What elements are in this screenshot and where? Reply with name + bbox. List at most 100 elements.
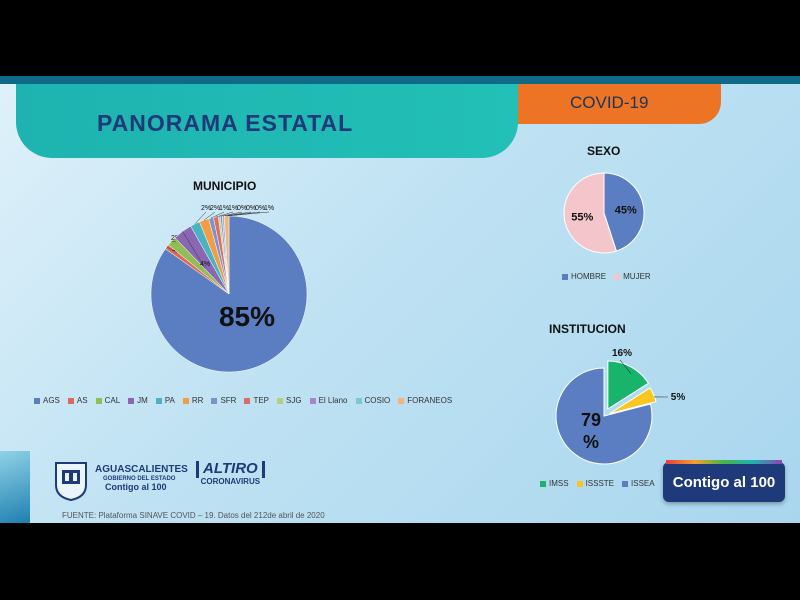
legend-item-tep: TEP — [244, 396, 269, 405]
legend-label: AGS — [43, 396, 60, 405]
institucion-label-imss: 16% — [612, 348, 632, 359]
municipio-label-tep: 1% — [228, 205, 238, 212]
municipio-leader-line-11 — [226, 211, 270, 217]
legend-swatch — [398, 397, 405, 404]
legend-label: MUJER — [623, 272, 651, 281]
legend-swatch — [309, 397, 316, 404]
sexo-chart-title: SEXO — [587, 144, 621, 158]
legend-swatch — [95, 397, 102, 404]
institucion-chart-title: INSTITUCION — [549, 322, 626, 336]
institucion-legend: IMSS ISSSTE ISSEA — [540, 479, 663, 488]
municipio-label-jm: 4% — [200, 261, 210, 268]
legend-swatch — [67, 397, 74, 404]
municipio-leader-line-1 — [166, 246, 178, 254]
sexo-label-hombre: 45% — [615, 205, 637, 217]
legend-label: ISSEA — [631, 479, 655, 488]
institucion-leader-line-0 — [619, 359, 632, 375]
municipio-label-rr: 2% — [210, 205, 220, 212]
municipio-label-foraneos: 1% — [264, 205, 274, 212]
contigo-badge: Contigo al 100 — [663, 462, 785, 502]
institucion-slice-imss — [607, 360, 650, 410]
municipio-leader-line-8 — [219, 211, 243, 217]
municipio-pie: 85%1%2%4%2%2%1%1%0%0%0%1% — [150, 205, 308, 373]
municipio-leader-line-10 — [223, 211, 261, 217]
campaign-title: ALTIRO — [196, 460, 265, 478]
charts-canvas: 85%1%2%4%2%2%1%1%0%0%0%1%45%55%16%5%79% — [150, 172, 686, 465]
legend-label: CAL — [104, 396, 121, 405]
legend-swatch — [562, 273, 568, 280]
page-title: PANORAMA ESTATAL — [97, 110, 354, 136]
legend-item-foraneos: FORANEOS — [398, 396, 452, 405]
legend-swatch — [277, 397, 284, 404]
legend-label: SFR — [220, 396, 237, 405]
org-block: AGUASCALIENTES GOBIERNO DEL ESTADO Conti… — [95, 464, 188, 493]
municipio-label-ags: 85% — [219, 301, 275, 332]
legend-swatch — [622, 480, 629, 487]
legend-item-pa: PA — [155, 396, 175, 405]
legend-item-sfr: SFR — [211, 396, 236, 405]
legend-label: JM — [137, 396, 148, 405]
campaign-subtitle: CORONAVIRUS — [200, 476, 261, 486]
legend-swatch — [244, 397, 251, 404]
legend-label: El Llano — [318, 396, 348, 405]
legend-label: AS — [76, 396, 88, 405]
org-slogan: Contigo al 100 — [105, 482, 167, 493]
org-subtitle: GOBIERNO DEL ESTADO — [103, 475, 176, 482]
institucion-slice-issea — [555, 367, 653, 465]
municipio-leader-line-6 — [210, 211, 225, 219]
legend-label: SJG — [286, 396, 302, 405]
legend-label: IMSS — [549, 479, 569, 488]
top-line — [0, 76, 800, 84]
title-band — [16, 84, 518, 158]
sexo-label-mujer: 55% — [571, 211, 593, 223]
legend-item-imss: IMSS — [540, 479, 569, 488]
institucion-label-issste: 5% — [671, 392, 686, 403]
campaign-logo: ALTIRO CORONAVIRUS — [196, 460, 265, 486]
legend-item-rr: RR — [182, 396, 204, 405]
legend-label: RR — [191, 396, 204, 405]
legend-label: FORANEOS — [407, 396, 453, 405]
legend-swatch — [355, 397, 362, 404]
state-logo — [52, 459, 90, 506]
legend-swatch — [34, 397, 40, 404]
institucion-pie: 16% 5% 79% — [555, 348, 686, 465]
municipio-label-el-llano: 0% — [246, 205, 256, 212]
legend-item-ags: AGS — [34, 396, 60, 405]
institucion-label-issea-pct: % — [583, 432, 599, 452]
municipio-label-sjg: 0% — [237, 205, 247, 212]
slide: COVID-19 PANORAMA ESTATAL MUNICIPIO SEXO… — [0, 76, 800, 523]
municipio-label-pa: 2% — [201, 205, 211, 212]
legend-item-mujer: MUJER — [614, 272, 651, 281]
legend-swatch — [211, 397, 218, 404]
municipio-leader-line-4 — [194, 211, 207, 224]
org-name: AGUASCALIENTES — [95, 464, 188, 475]
legend-swatch — [540, 480, 546, 487]
legend-swatch — [128, 397, 135, 404]
legend-swatch — [182, 397, 189, 404]
badge-stripe — [666, 460, 782, 464]
municipio-leader-line-3 — [182, 231, 206, 269]
legend-item-cosio: COSIO — [355, 396, 391, 405]
institucion-slice-issste — [609, 387, 657, 415]
sexo-slice-mujer — [563, 172, 617, 254]
legend-item-cal: CAL — [95, 396, 121, 405]
legend-label: ISSSTE — [585, 479, 615, 488]
legend-item-sjg: SJG — [277, 396, 302, 405]
tag-label: COVID-19 — [570, 93, 649, 112]
legend-item-el-llano: El Llano — [309, 396, 348, 405]
legend-swatch — [155, 397, 162, 404]
legend-label: HOMBRE — [571, 272, 607, 281]
municipio-leader-line-2 — [171, 240, 177, 243]
sexo-slice-hombre — [603, 172, 645, 252]
legend-label: PA — [164, 396, 175, 405]
legend-label: COSIO — [364, 396, 391, 405]
municipio-leader-line-7 — [215, 211, 234, 218]
legend-label: TEP — [253, 396, 270, 405]
tag-band — [500, 84, 721, 124]
sexo-legend: HOMBRE MUJER — [562, 272, 659, 281]
municipio-label-sfr: 1% — [219, 205, 229, 212]
source-footnote: FUENTE: Plataforma SINAVE COVID – 19. Da… — [62, 511, 325, 520]
legend-item-hombre: HOMBRE — [562, 272, 606, 281]
legend-item-issea: ISSEA — [622, 479, 655, 488]
legend-item-jm: JM — [128, 396, 148, 405]
